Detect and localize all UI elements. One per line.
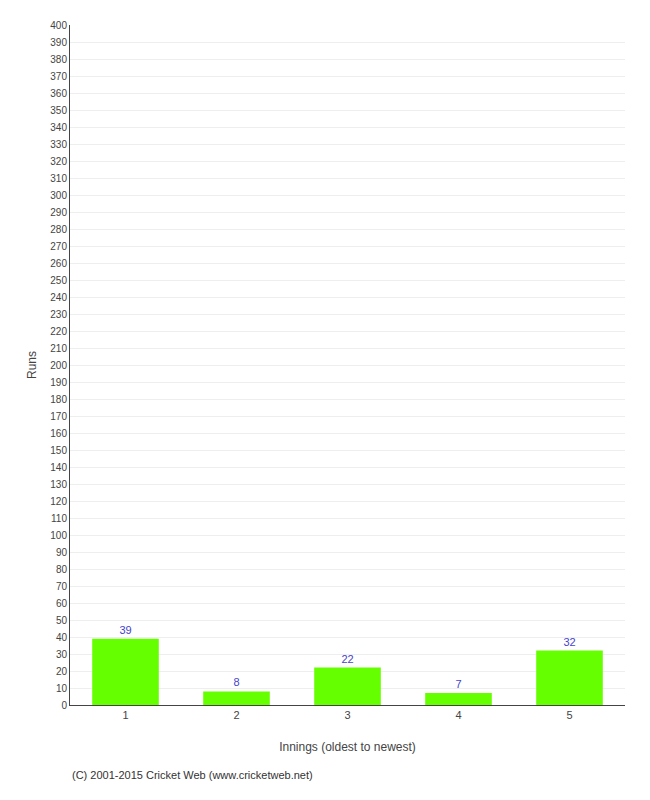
svg-text:350: 350: [50, 105, 67, 116]
svg-text:1: 1: [122, 709, 128, 721]
svg-text:Innings (oldest to newest): Innings (oldest to newest): [279, 740, 416, 754]
svg-text:70: 70: [56, 581, 68, 592]
svg-text:240: 240: [50, 292, 67, 303]
svg-text:160: 160: [50, 428, 67, 439]
svg-text:4: 4: [455, 709, 461, 721]
svg-text:150: 150: [50, 445, 67, 456]
svg-text:180: 180: [50, 394, 67, 405]
svg-text:310: 310: [50, 173, 67, 184]
svg-text:50: 50: [56, 615, 68, 626]
svg-text:320: 320: [50, 156, 67, 167]
svg-text:360: 360: [50, 88, 67, 99]
svg-text:(C) 2001-2015 Cricket Web (www: (C) 2001-2015 Cricket Web (www.cricketwe…: [72, 769, 313, 781]
svg-text:100: 100: [50, 530, 67, 541]
svg-text:280: 280: [50, 224, 67, 235]
svg-text:400: 400: [50, 20, 67, 31]
svg-text:22: 22: [341, 653, 353, 665]
svg-text:130: 130: [50, 479, 67, 490]
svg-text:7: 7: [455, 678, 461, 690]
svg-text:330: 330: [50, 139, 67, 150]
svg-text:300: 300: [50, 190, 67, 201]
svg-text:380: 380: [50, 54, 67, 65]
svg-text:110: 110: [51, 513, 67, 524]
svg-text:260: 260: [50, 258, 67, 269]
svg-text:90: 90: [56, 547, 68, 558]
svg-text:120: 120: [50, 496, 67, 507]
svg-text:39: 39: [119, 624, 131, 636]
svg-text:10: 10: [56, 683, 68, 694]
svg-text:390: 390: [50, 37, 67, 48]
svg-text:210: 210: [50, 343, 67, 354]
svg-text:290: 290: [50, 207, 67, 218]
svg-text:8: 8: [233, 676, 239, 688]
svg-text:5: 5: [566, 709, 572, 721]
svg-text:0: 0: [61, 700, 67, 711]
svg-text:32: 32: [563, 636, 575, 648]
svg-text:250: 250: [50, 275, 67, 286]
svg-text:220: 220: [50, 326, 67, 337]
svg-text:30: 30: [56, 649, 68, 660]
svg-text:170: 170: [50, 411, 67, 422]
svg-text:80: 80: [56, 564, 68, 575]
svg-text:20: 20: [56, 666, 68, 677]
svg-text:190: 190: [50, 377, 67, 388]
svg-text:2: 2: [233, 709, 239, 721]
svg-text:230: 230: [50, 309, 67, 320]
svg-text:200: 200: [50, 360, 67, 371]
svg-text:Runs: Runs: [25, 351, 39, 379]
svg-text:370: 370: [50, 71, 67, 82]
svg-text:270: 270: [50, 241, 67, 252]
svg-text:40: 40: [56, 632, 68, 643]
svg-text:140: 140: [50, 462, 67, 473]
svg-text:60: 60: [56, 598, 68, 609]
svg-text:340: 340: [50, 122, 67, 133]
svg-text:3: 3: [344, 709, 350, 721]
